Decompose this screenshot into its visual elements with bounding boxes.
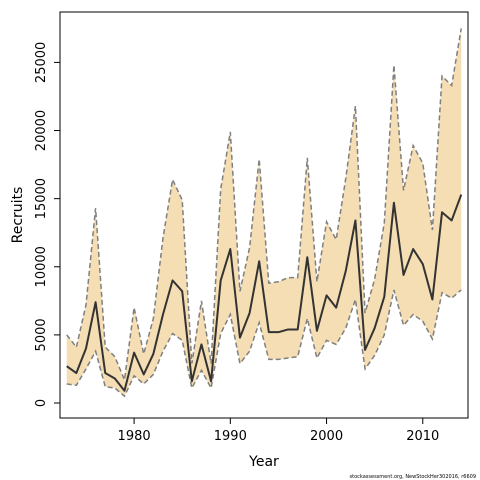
x-tick-label: 2010 — [406, 429, 439, 444]
plot-frame — [59, 11, 469, 419]
x-axis: 1980 1990 2000 2010 — [118, 418, 439, 444]
y-tick-label: 5000 — [34, 318, 49, 351]
confidence-band-layer — [66, 28, 462, 398]
footer-credit: stockassessment.org, NewStockHer302016, … — [350, 474, 476, 480]
y-tick-label: 15000 — [34, 178, 49, 219]
x-axis-title: Year — [248, 454, 279, 470]
y-tick-label: 10000 — [34, 246, 49, 287]
recruits-line-layer — [66, 194, 463, 392]
x-tick-label: 1990 — [214, 429, 247, 444]
y-tick-label: 0 — [34, 399, 49, 407]
x-tick-label: 2000 — [310, 429, 343, 444]
y-axis: 0 5000 10000 15000 20000 25000 — [34, 42, 60, 407]
x-tick-label: 1980 — [118, 429, 151, 444]
y-axis-title: Recruits — [10, 187, 26, 244]
y-tick-label: 20000 — [34, 110, 49, 151]
y-tick-label: 25000 — [34, 42, 49, 83]
recruits-estimate-line — [66, 194, 463, 392]
band-upper-bound — [66, 28, 462, 383]
